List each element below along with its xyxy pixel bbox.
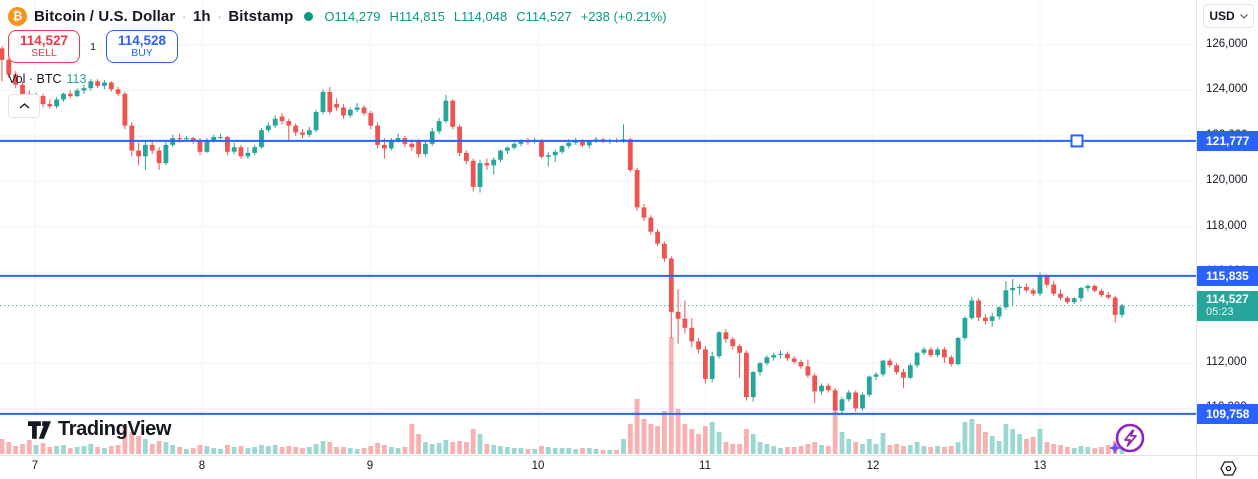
tradingview-logo-text: TradingView — [58, 418, 172, 440]
price-line-handle[interactable] — [1070, 134, 1084, 148]
volume-series — [0, 337, 1125, 454]
sell-button[interactable]: 114,527 SELL — [8, 30, 80, 63]
spread-value: 1 — [90, 40, 96, 53]
current-price-axis-label: 114,527 05:23 — [1197, 290, 1258, 321]
buy-label: BUY — [131, 47, 153, 59]
horizontal-price-line[interactable] — [0, 134, 1196, 148]
price-line-axis-label: 121,777 — [1197, 130, 1258, 151]
time-tick-label: 8 — [198, 460, 206, 472]
time-tick-label: 13 — [1033, 460, 1047, 472]
change-value: +238 (+0.21%) — [580, 8, 667, 24]
currency-label: USD — [1209, 9, 1235, 23]
tradingview-mark-icon — [28, 420, 51, 439]
volume-value: 113 — [66, 72, 87, 86]
chart-legend: ₿ Bitcoin / U.S. Dollar · 1h · Bitstamp … — [8, 5, 667, 27]
chevron-down-icon — [1239, 13, 1248, 19]
symbol-exchange: Bitstamp — [228, 7, 294, 25]
price-tick-label: 112,000 — [1206, 356, 1247, 368]
buy-price: 114,528 — [117, 33, 167, 48]
symbol-title[interactable]: Bitcoin / U.S. Dollar · 1h · Bitstamp — [34, 7, 294, 25]
time-tick-label: 11 — [699, 460, 711, 472]
high-value: H114,815 — [389, 8, 445, 24]
sell-price: 114,527 — [19, 33, 69, 48]
symbol-interval: 1h — [192, 7, 211, 25]
bitcoin-icon: ₿ — [8, 6, 27, 26]
price-chart[interactable] — [0, 0, 1196, 455]
price-axis[interactable]: 126,000124,000122,000120,000118,000116,0… — [1196, 0, 1258, 455]
lightning-boost-icon[interactable] — [1103, 420, 1151, 463]
price-tick-label: 124,000 — [1206, 83, 1248, 96]
sell-label: SELL — [31, 47, 57, 59]
low-value: L114,048 — [453, 8, 508, 24]
time-axis[interactable]: 7 8 9 10 11 12 13 — [0, 455, 1196, 479]
volume-legend[interactable]: Vol · BTC 113 — [8, 72, 86, 86]
open-value: O114,279 — [324, 8, 381, 24]
close-value: C114,527 — [516, 8, 572, 24]
price-tick-label: 126,000 — [1206, 38, 1248, 50]
price-tick-label: 120,000 — [1206, 174, 1248, 187]
currency-selector-button[interactable]: USD — [1203, 4, 1254, 28]
ohlc-values: O114,279 H114,815 L114,048 C114,527 +238… — [324, 9, 666, 24]
price-tick-label: 118,000 — [1206, 219, 1247, 232]
candlestick-series — [0, 46, 1125, 414]
chevron-up-icon — [19, 103, 29, 109]
grid — [0, 0, 1196, 455]
market-status-dot-icon[interactable] — [304, 11, 314, 21]
tradingview-logo[interactable]: TradingView — [28, 418, 171, 441]
time-tick-label: 10 — [531, 460, 545, 472]
settings-hexagon-icon[interactable] — [1219, 460, 1237, 476]
volume-label: Vol · BTC — [8, 72, 62, 86]
axis-corner — [1196, 455, 1258, 479]
time-tick-label: 7 — [31, 460, 39, 472]
time-tick-label: 12 — [866, 460, 880, 472]
buy-button[interactable]: 114,528 BUY — [106, 30, 178, 63]
collapse-button[interactable] — [8, 94, 40, 118]
symbol-name: Bitcoin / U.S. Dollar — [34, 7, 176, 25]
price-line-axis-label: 115,835 — [1197, 265, 1258, 286]
price-line-axis-label: 109,758 — [1197, 403, 1258, 424]
time-tick-label: 9 — [366, 460, 374, 472]
